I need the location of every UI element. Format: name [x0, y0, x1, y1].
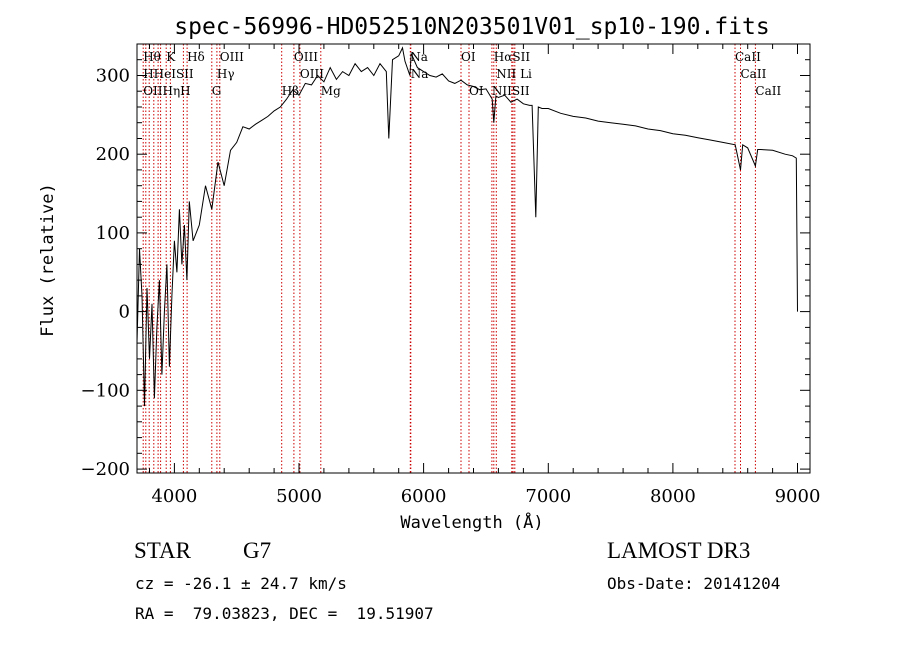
axis-tick-labels: 4000 5000 6000 7000 8000 9000 −200 −100 0 100 200 3…: [81, 66, 821, 508]
marker-label: Hγ: [217, 67, 235, 81]
object-class: STAR: [134, 538, 191, 563]
marker-label: Hδ: [187, 50, 205, 64]
y-axis-label: Flux (relative): [38, 183, 58, 337]
marker-label: NII Li: [496, 67, 532, 81]
y-tick-label: −200: [81, 459, 130, 480]
marker-label: Hβ: [282, 84, 299, 98]
marker-label: CaII: [741, 67, 767, 81]
x-tick-label: 6000: [401, 486, 447, 507]
marker-label: OI: [469, 84, 484, 98]
observation-date: Obs-Date: 20141204: [607, 574, 781, 593]
subclass: G7: [243, 538, 272, 563]
marker-label: Hθ: [143, 50, 161, 64]
chart-title: spec-56996-HD052510N203501V01_sp10-190.f…: [174, 14, 769, 40]
marker-label: HαSII: [494, 50, 531, 64]
marker-label: NIISII: [492, 84, 530, 98]
marker-label: OIII: [220, 50, 244, 64]
series: [136, 46, 798, 407]
x-tick-label: 9000: [775, 486, 821, 507]
y-tick-label: −100: [81, 380, 130, 401]
y-tick-label: 200: [96, 144, 130, 165]
line-markers: [142, 44, 756, 473]
marker-label: CaII: [735, 50, 761, 64]
marker-label: G: [212, 84, 222, 98]
marker-label: CaII: [755, 84, 781, 98]
marker-label: HHeISII: [143, 67, 194, 81]
marker-label: OI: [461, 50, 476, 64]
axis-ticks: [137, 44, 810, 473]
redshift-readout: cz = -26.1 ± 24.7 km/s: [135, 574, 347, 593]
x-tick-label: 7000: [525, 486, 571, 507]
y-tick-label: 100: [96, 223, 130, 244]
survey-label: LAMOST DR3: [607, 538, 751, 563]
y-tick-label: 0: [119, 302, 130, 323]
x-axis-label: Wavelength (Å): [400, 511, 543, 533]
coordinates: RA = 79.03823, DEC = 19.51907: [135, 604, 434, 623]
series-line-flux: [136, 46, 798, 407]
x-tick-label: 4000: [151, 486, 197, 507]
marker-labels: Hθ K Hδ OIII OIII Na OI HαSII CaII HHeISII Hγ OIII N…: [143, 50, 781, 98]
marker-label: OIII: [300, 67, 324, 81]
marker-label: OIII: [294, 50, 318, 64]
y-tick-label: 300: [96, 66, 130, 87]
marker-label: Mg: [321, 84, 341, 98]
plot-frame: [136, 43, 811, 474]
marker-label: OIIHηH: [143, 84, 190, 98]
marker-label: Na: [411, 67, 429, 81]
marker-label: K: [166, 50, 176, 64]
x-tick-label: 5000: [276, 486, 322, 507]
x-tick-label: 8000: [650, 486, 696, 507]
